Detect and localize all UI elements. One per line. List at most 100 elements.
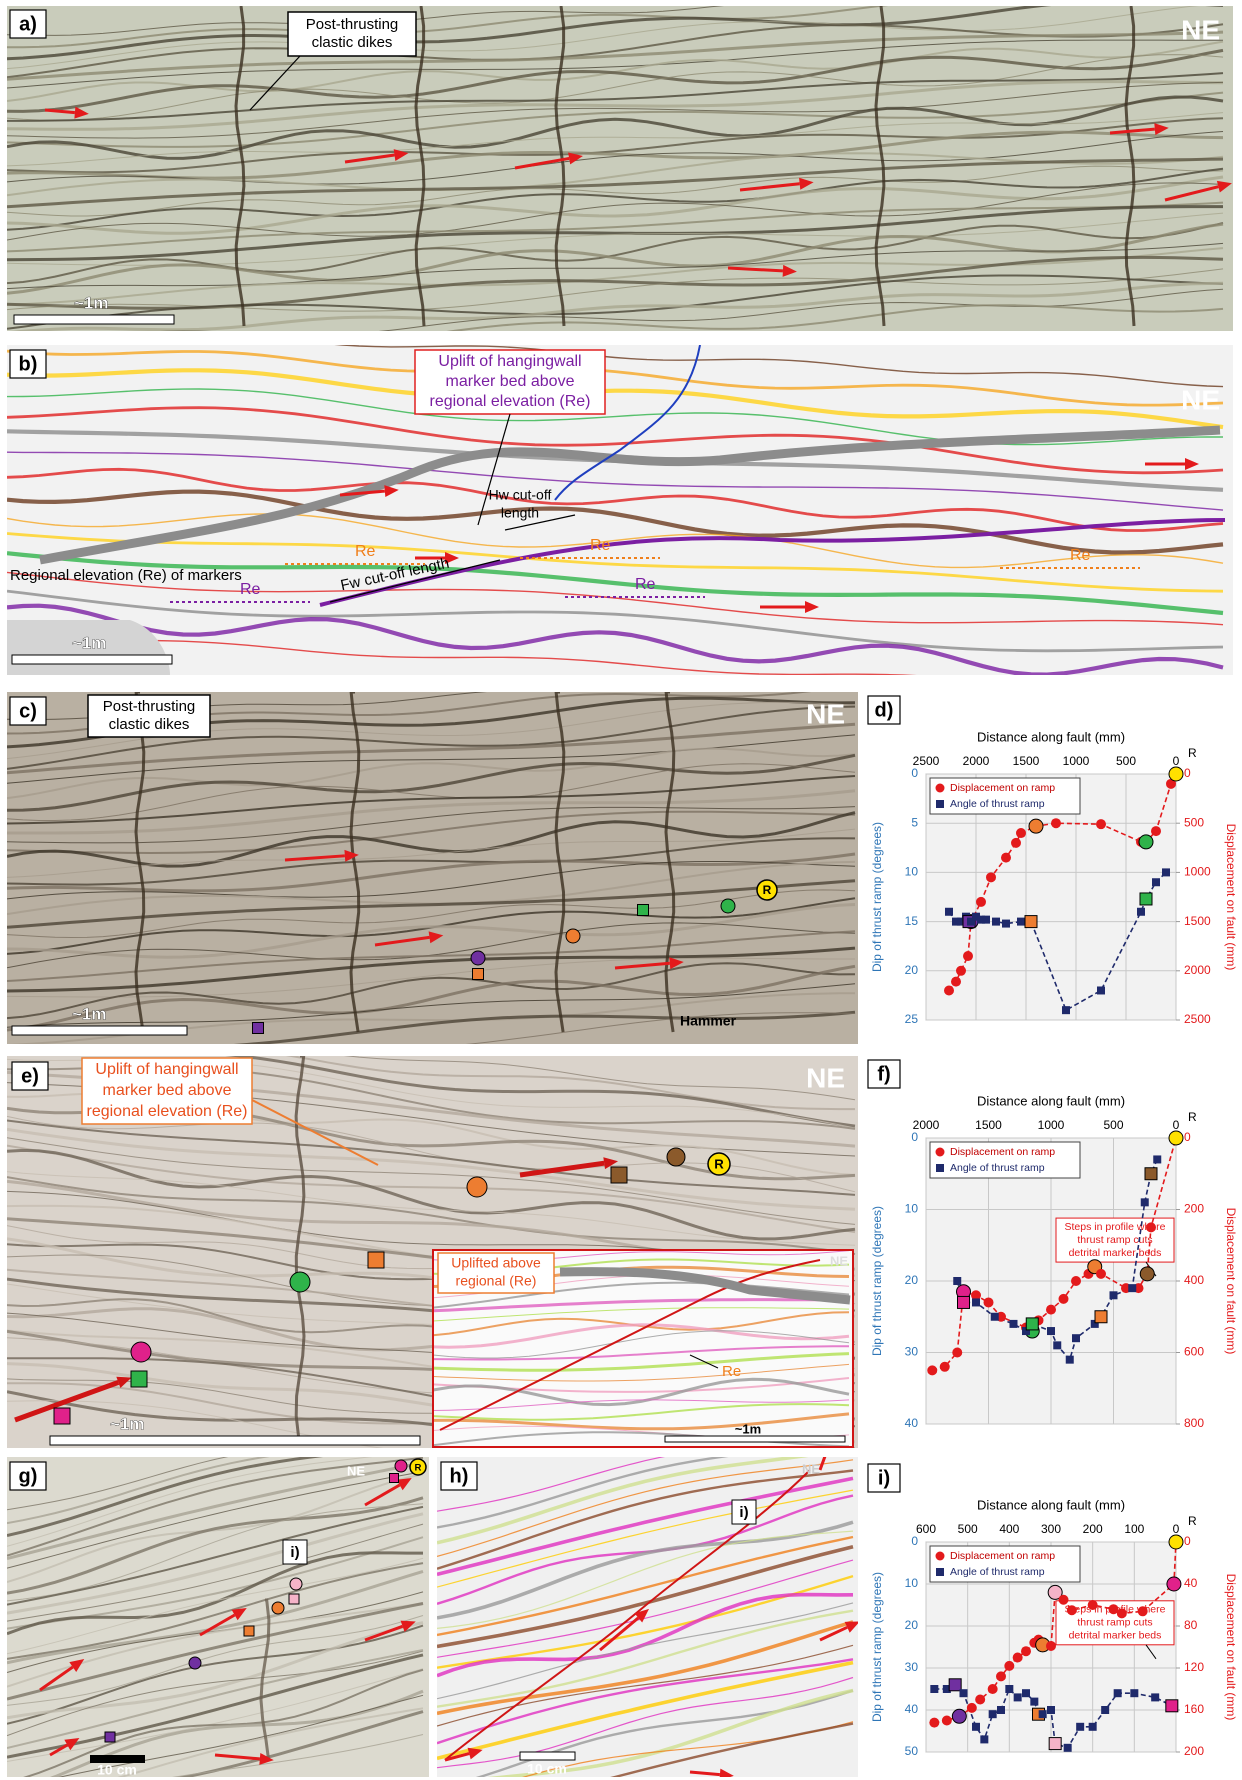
data-point <box>1047 1706 1055 1714</box>
data-point <box>1096 819 1106 829</box>
data-point <box>1030 1698 1038 1706</box>
panel-label: b) <box>19 353 38 375</box>
orientation-label: NE <box>1181 384 1220 415</box>
legend-label: Displacement on ramp <box>950 782 1055 794</box>
data-point <box>1002 920 1010 928</box>
data-point <box>982 916 990 924</box>
photo-background <box>7 345 1233 675</box>
y-tick-label: 15 <box>905 914 919 928</box>
field-marker <box>272 1602 284 1614</box>
x-tick-label: 400 <box>999 1522 1019 1536</box>
data-point <box>1151 1693 1159 1701</box>
data-point <box>1025 916 1037 928</box>
y-tick-label: 30 <box>905 1660 919 1674</box>
y2-tick-label: 80 <box>1184 1618 1198 1632</box>
scale-label: ~1m <box>735 1421 761 1436</box>
y2-tick-label: 1000 <box>1184 865 1211 879</box>
data-point <box>956 966 966 976</box>
data-point <box>1064 1744 1072 1752</box>
field-marker <box>638 905 649 916</box>
y-tick-label: 0 <box>911 766 918 780</box>
y-tick-label: 40 <box>905 1416 919 1430</box>
y-tick-label: 10 <box>905 1202 919 1216</box>
x-tick-label: 1500 <box>975 1118 1002 1132</box>
re-label: Re <box>240 581 261 598</box>
annotation-text: Uplift of hangingwall <box>95 1061 238 1078</box>
data-point <box>1169 1535 1183 1549</box>
annotation-text: Uplifted above <box>451 1255 541 1271</box>
data-point <box>996 1671 1006 1681</box>
data-point <box>984 1297 994 1307</box>
data-point <box>1047 1327 1055 1335</box>
data-point <box>1152 878 1160 886</box>
data-point <box>988 1684 998 1694</box>
y-tick-label: 50 <box>905 1744 919 1758</box>
x-tick-label: 300 <box>1041 1522 1061 1536</box>
data-point <box>975 1695 985 1705</box>
field-marker <box>289 1594 299 1604</box>
scale-label: ~1m <box>74 293 109 312</box>
data-point <box>1053 1341 1061 1349</box>
y2-tick-label: 0 <box>1184 1130 1191 1144</box>
y2-tick-label: 500 <box>1184 815 1204 829</box>
y2-tick-label: 2500 <box>1184 1012 1211 1026</box>
reference-axis-label: R <box>1188 1110 1197 1124</box>
data-point <box>1138 1606 1148 1616</box>
data-point <box>1004 1661 1014 1671</box>
y2-tick-label: 0 <box>1184 766 1191 780</box>
field-marker <box>471 951 485 965</box>
reference-label: R <box>415 1463 422 1474</box>
data-point <box>952 1348 962 1358</box>
annotation-text: regional (Re) <box>456 1273 537 1289</box>
field-marker <box>54 1408 70 1424</box>
x-axis-title: Distance along fault (mm) <box>977 729 1125 744</box>
annotation-text: marker bed above <box>446 373 575 390</box>
scale-label: ~1m <box>110 1414 145 1433</box>
data-point <box>963 951 973 961</box>
legend-label: Displacement on ramp <box>950 1146 1055 1158</box>
legend-marker <box>936 800 944 808</box>
data-point <box>1128 1284 1136 1292</box>
scale-bar <box>12 1026 187 1035</box>
x-tick-label: 1000 <box>1038 1118 1065 1132</box>
x-tick-label: 1000 <box>1063 754 1090 768</box>
data-point <box>986 872 996 882</box>
legend-marker <box>936 1568 944 1576</box>
data-point <box>951 977 961 987</box>
field-marker <box>473 969 484 980</box>
y-tick-label: 10 <box>905 1576 919 1590</box>
x-tick-label: 200 <box>1083 1522 1103 1536</box>
x-axis-title: Distance along fault (mm) <box>977 1093 1125 1108</box>
y2-tick-label: 400 <box>1184 1273 1204 1287</box>
data-point <box>1130 1689 1138 1697</box>
y-tick-label: 20 <box>905 963 919 977</box>
orientation-label: NE <box>1181 14 1220 45</box>
y-tick-label: 5 <box>911 815 918 829</box>
data-point <box>1140 893 1152 905</box>
data-point <box>1117 1608 1127 1618</box>
scale-label: 10 cm <box>97 1762 137 1778</box>
annotation-text: Regional elevation (Re) of markers <box>10 567 242 584</box>
data-point <box>1005 1685 1013 1693</box>
data-point <box>1097 986 1105 994</box>
field-marker <box>253 1023 264 1034</box>
re-label: Re <box>635 576 656 593</box>
data-point <box>1013 1653 1023 1663</box>
tag-label: i) <box>739 1504 748 1521</box>
data-point <box>1141 1198 1149 1206</box>
data-point <box>1151 826 1161 836</box>
data-point <box>944 985 954 995</box>
orientation-label: NE <box>806 1062 845 1093</box>
data-point <box>1162 868 1170 876</box>
field-marker <box>368 1252 384 1268</box>
data-point <box>1169 1131 1183 1145</box>
data-point <box>1153 1155 1161 1163</box>
orientation-label: NE <box>830 1253 848 1268</box>
photo <box>7 1416 429 1780</box>
data-point <box>989 1710 997 1718</box>
data-point <box>1114 1689 1122 1697</box>
data-point <box>942 1716 952 1726</box>
data-point <box>1062 1006 1070 1014</box>
data-point <box>1046 1641 1056 1651</box>
field-marker <box>105 1732 115 1742</box>
